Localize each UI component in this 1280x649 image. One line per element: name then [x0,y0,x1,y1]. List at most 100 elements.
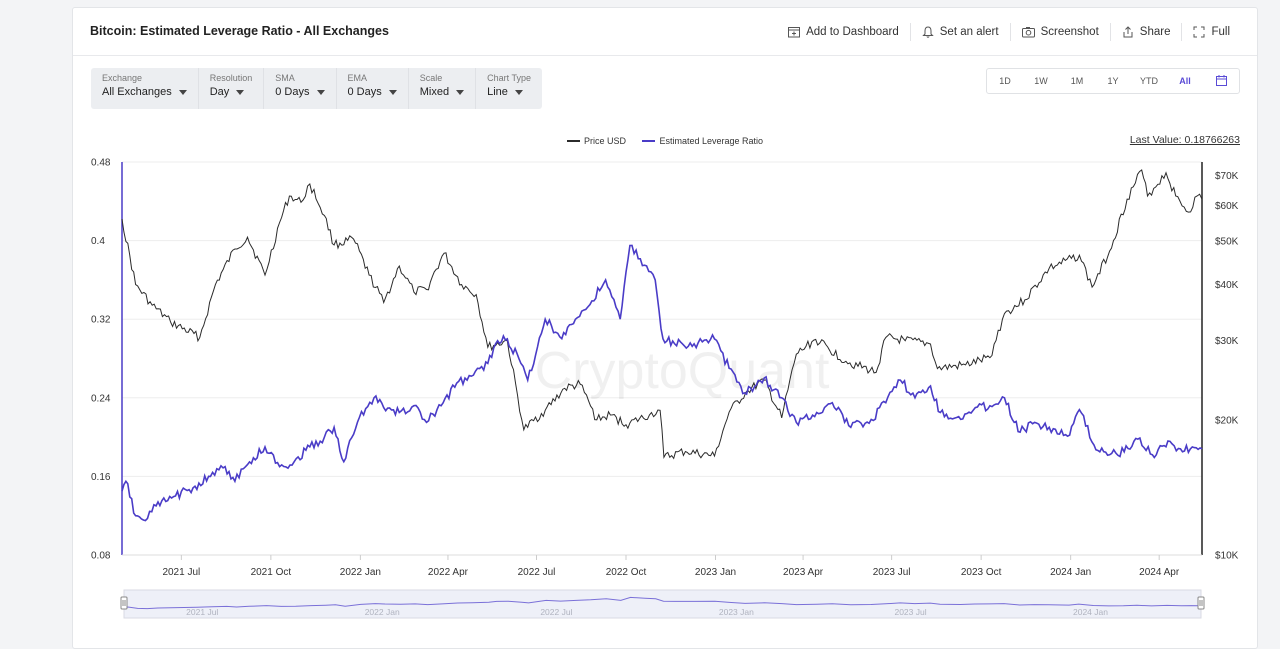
add-to-dashboard-button[interactable]: Add to Dashboard [777,26,910,38]
divider [1109,23,1111,41]
y-tick-label-right: $40K [1215,280,1239,291]
navigator-tick-label: 2023 Jul [894,607,926,617]
filter-value: 0 Days [275,86,310,98]
navigator-handle-left[interactable] [120,596,128,610]
share-label: Share [1139,26,1171,38]
chevron-down-icon [388,89,397,95]
navigator-area [123,589,1202,619]
chevron-down-icon [178,89,187,95]
navigator-tick-label: 2024 Jan [1073,607,1108,617]
x-tick-label: 2023 Jan [695,567,736,578]
filter-bar: Exchange All Exchanges Resolution Day SM… [91,68,542,109]
x-tick-label: 2023 Oct [961,567,1002,578]
x-tick-label: 2022 Apr [428,567,469,578]
chevron-down-icon [236,89,245,95]
resolution-select[interactable]: Resolution Day [199,68,265,109]
last-value: Last Value: 0.18766263 [1129,134,1240,146]
filter-value: All Exchanges [102,86,172,98]
y-tick-label-right: $60K [1215,201,1239,212]
x-tick-label: 2021 Oct [251,567,292,578]
y-tick-label-right: $20K [1215,415,1239,426]
watermark: CryptoQuant [535,342,830,400]
dashboard-add-icon [788,27,801,38]
divider [1181,23,1183,41]
chevron-down-icon [456,89,465,95]
filter-value: Day [209,86,230,98]
fullscreen-icon [1193,26,1205,38]
legend-label: Price USD [583,136,626,146]
divider [909,23,911,41]
divider [1009,23,1011,41]
price-usd-line [121,169,1203,460]
chevron-down-icon [514,89,523,95]
screenshot-button[interactable]: Screenshot [1011,26,1110,38]
x-tick-label: 2021 Jul [162,567,200,578]
x-tick-label: 2023 Apr [783,567,824,578]
x-tick-label: 2023 Jul [873,567,911,578]
range-all-button[interactable]: All [1179,76,1191,86]
screenshot-label: Screenshot [1040,26,1099,38]
y-tick-label-left: 0.08 [91,551,111,562]
y-tick-label-right: $50K [1215,237,1239,248]
header-actions: Add to Dashboard Set an alert Screenshot… [777,23,1241,41]
camera-icon [1021,27,1035,38]
filter-label: Exchange [102,73,143,83]
y-tick-label-right: $30K [1215,336,1239,347]
filter-label: Resolution [209,73,253,83]
sma-select[interactable]: SMA 0 Days [264,68,337,109]
range-1d-button[interactable]: 1D [999,76,1011,86]
share-button[interactable]: Share [1111,26,1182,38]
x-tick-label: 2022 Jul [518,567,556,578]
y-tick-label-left: 0.48 [91,158,111,169]
x-tick-label: 2022 Oct [606,567,647,578]
navigator-tick-label: 2022 Jan [365,607,400,617]
y-tick-label-left: 0.24 [91,393,111,404]
legend-label: Estimated Leverage Ratio [659,136,764,146]
leverage-ratio-line [121,244,1203,522]
y-tick-label-right: $10K [1215,551,1239,562]
x-tick-label: 2022 Jan [340,567,381,578]
x-tick-label: 2024 Jan [1050,567,1091,578]
chevron-down-icon [316,89,325,95]
navigator-tick-label: 2022 Jul [540,607,572,617]
share-icon [1123,26,1133,38]
chart-type-select[interactable]: Chart Type Line [476,68,542,109]
bell-icon [922,26,934,38]
legend-item-price[interactable]: Price USD [566,136,626,146]
fullscreen-button[interactable]: Full [1182,26,1241,38]
range-1w-button[interactable]: 1W [1034,76,1048,86]
fullscreen-label: Full [1211,26,1230,38]
set-alert-label: Set an alert [939,26,999,38]
card-header: Bitcoin: Estimated Leverage Ratio - All … [73,8,1257,56]
add-to-dashboard-label: Add to Dashboard [806,26,899,38]
navigator-line [123,596,1202,610]
scale-select[interactable]: Scale Mixed [409,68,477,109]
filter-label: Scale [419,73,443,83]
y-tick-label-left: 0.16 [91,472,111,483]
filter-label: Chart Type [487,73,531,83]
filter-value: Mixed [419,86,450,98]
calendar-button[interactable] [1203,74,1239,88]
set-alert-button[interactable]: Set an alert [911,26,1010,38]
exchange-select[interactable]: Exchange All Exchanges [91,68,199,109]
chart-title: Bitcoin: Estimated Leverage Ratio - All … [90,24,389,38]
navigator-tick-label: 2023 Jan [719,607,754,617]
legend-item-leverage[interactable]: Estimated Leverage Ratio [642,136,763,146]
y-tick-label-left: 0.32 [91,315,111,326]
range-1y-button[interactable]: 1Y [1107,76,1119,86]
range-ytd-button[interactable]: YTD [1140,76,1158,86]
navigator-handle-right[interactable] [1197,596,1205,610]
chart-legend: Price USD Estimated Leverage Ratio [73,134,1257,146]
range-selector: 1D 1W 1M 1Y YTD All [986,68,1240,94]
x-tick-label: 2024 Apr [1139,567,1180,578]
filter-label: SMA [275,73,295,83]
y-tick-label-right: $70K [1215,171,1239,182]
filter-value: Line [487,86,508,98]
filter-label: EMA [347,73,368,83]
range-1m-button[interactable]: 1M [1070,76,1084,86]
y-tick-label-left: 0.4 [91,236,105,247]
navigator-tick-label: 2021 Jul [186,607,218,617]
calendar-icon [1215,74,1227,86]
ema-select[interactable]: EMA 0 Days [337,68,409,109]
